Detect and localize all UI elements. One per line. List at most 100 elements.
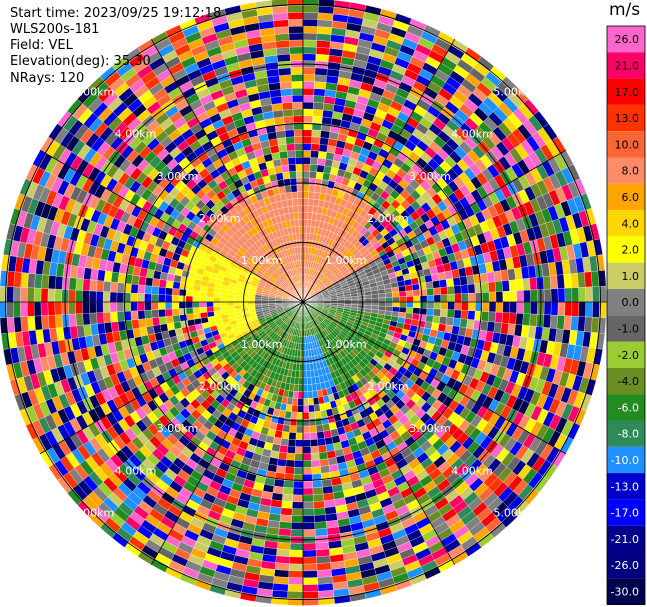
range-gate (550, 288, 559, 303)
range-gate (302, 398, 309, 406)
range-gate (302, 391, 309, 399)
range-gate (302, 184, 310, 192)
range-gate (312, 480, 323, 489)
range-gate (302, 219, 308, 227)
range-gate (543, 301, 552, 316)
range-gate (116, 311, 125, 322)
range-gate (279, 521, 292, 530)
range-gate (371, 293, 379, 299)
range-gate (321, 116, 333, 126)
range-gate (158, 309, 166, 318)
range-gate (313, 500, 325, 509)
range-gate (315, 171, 324, 180)
range-gate (289, 418, 298, 427)
range-gate (461, 293, 469, 303)
range-gate (318, 451, 328, 460)
range-gate (302, 522, 316, 530)
range-gate (306, 377, 312, 385)
range-gate (454, 293, 462, 303)
range-gate (312, 493, 325, 502)
range-gate (302, 439, 311, 447)
range-gate (453, 285, 462, 295)
range-gate (130, 310, 139, 321)
range-gate (298, 370, 304, 379)
range-gate (445, 278, 455, 288)
range-gate (322, 423, 331, 432)
range-gate (454, 301, 462, 311)
range-gate (287, 439, 296, 447)
range-gate (171, 308, 180, 316)
range-gate (288, 563, 304, 572)
range-gate (313, 95, 325, 104)
range-gate (240, 301, 249, 306)
range-gate (13, 271, 22, 288)
range-gate (302, 32, 318, 41)
range-gate (310, 445, 320, 454)
range-gate (317, 12, 334, 21)
range-gate (27, 273, 36, 289)
range-gate (585, 286, 593, 303)
range-gate (220, 301, 228, 307)
range-gate (6, 301, 14, 318)
range-gate (171, 288, 180, 296)
range-gate (276, 548, 291, 557)
range-gate (425, 281, 434, 290)
range-gate (364, 294, 373, 299)
range-gate (305, 356, 310, 365)
range-gate (584, 316, 593, 333)
range-gate (437, 271, 447, 281)
range-gate (311, 136, 321, 145)
range-gate (585, 301, 593, 318)
range-gate (419, 288, 428, 297)
range-gate (275, 465, 286, 474)
range-gate (40, 301, 49, 316)
range-gate (516, 301, 524, 314)
range-gate (306, 363, 311, 372)
range-gate (290, 411, 298, 420)
range-gate (509, 290, 517, 303)
range-gate (279, 444, 289, 454)
range-gate (317, 583, 334, 592)
range-gate (488, 291, 497, 303)
range-gate (310, 452, 320, 461)
range-gate (549, 314, 558, 329)
range-gate (479, 320, 489, 332)
range-gate (315, 53, 330, 63)
range-gate (144, 293, 152, 303)
range-gate (297, 398, 304, 406)
range-gate (281, 493, 294, 502)
range-gate (179, 314, 188, 322)
range-gate (542, 314, 552, 329)
range-gate (302, 584, 319, 592)
range-gate (549, 275, 558, 290)
range-gate (308, 404, 315, 413)
range-gate (6, 286, 14, 303)
range-gate (590, 317, 600, 334)
range-gate (302, 432, 311, 441)
range-gate (426, 294, 435, 303)
range-gate (494, 311, 503, 324)
range-gate (312, 487, 324, 495)
range-gate (199, 296, 207, 303)
range-gate (302, 467, 313, 475)
range-gate (295, 432, 304, 441)
range-gate (33, 301, 42, 317)
range-gate (302, 81, 315, 89)
range-gate (103, 311, 112, 324)
range-gate (291, 404, 298, 413)
range-gate (6, 270, 16, 287)
range-gate (192, 296, 200, 303)
range-gate (165, 280, 174, 289)
velocity-gates (0, 0, 607, 606)
range-gate (131, 319, 140, 330)
range-gate (41, 315, 50, 330)
range-gate (357, 298, 366, 303)
range-gate (495, 301, 504, 313)
range-gate (144, 285, 153, 295)
range-gate (144, 309, 153, 319)
range-gate (95, 301, 104, 313)
range-gate (130, 292, 138, 303)
range-gate (439, 279, 448, 288)
range-gate (419, 307, 428, 316)
range-gate (419, 301, 428, 309)
